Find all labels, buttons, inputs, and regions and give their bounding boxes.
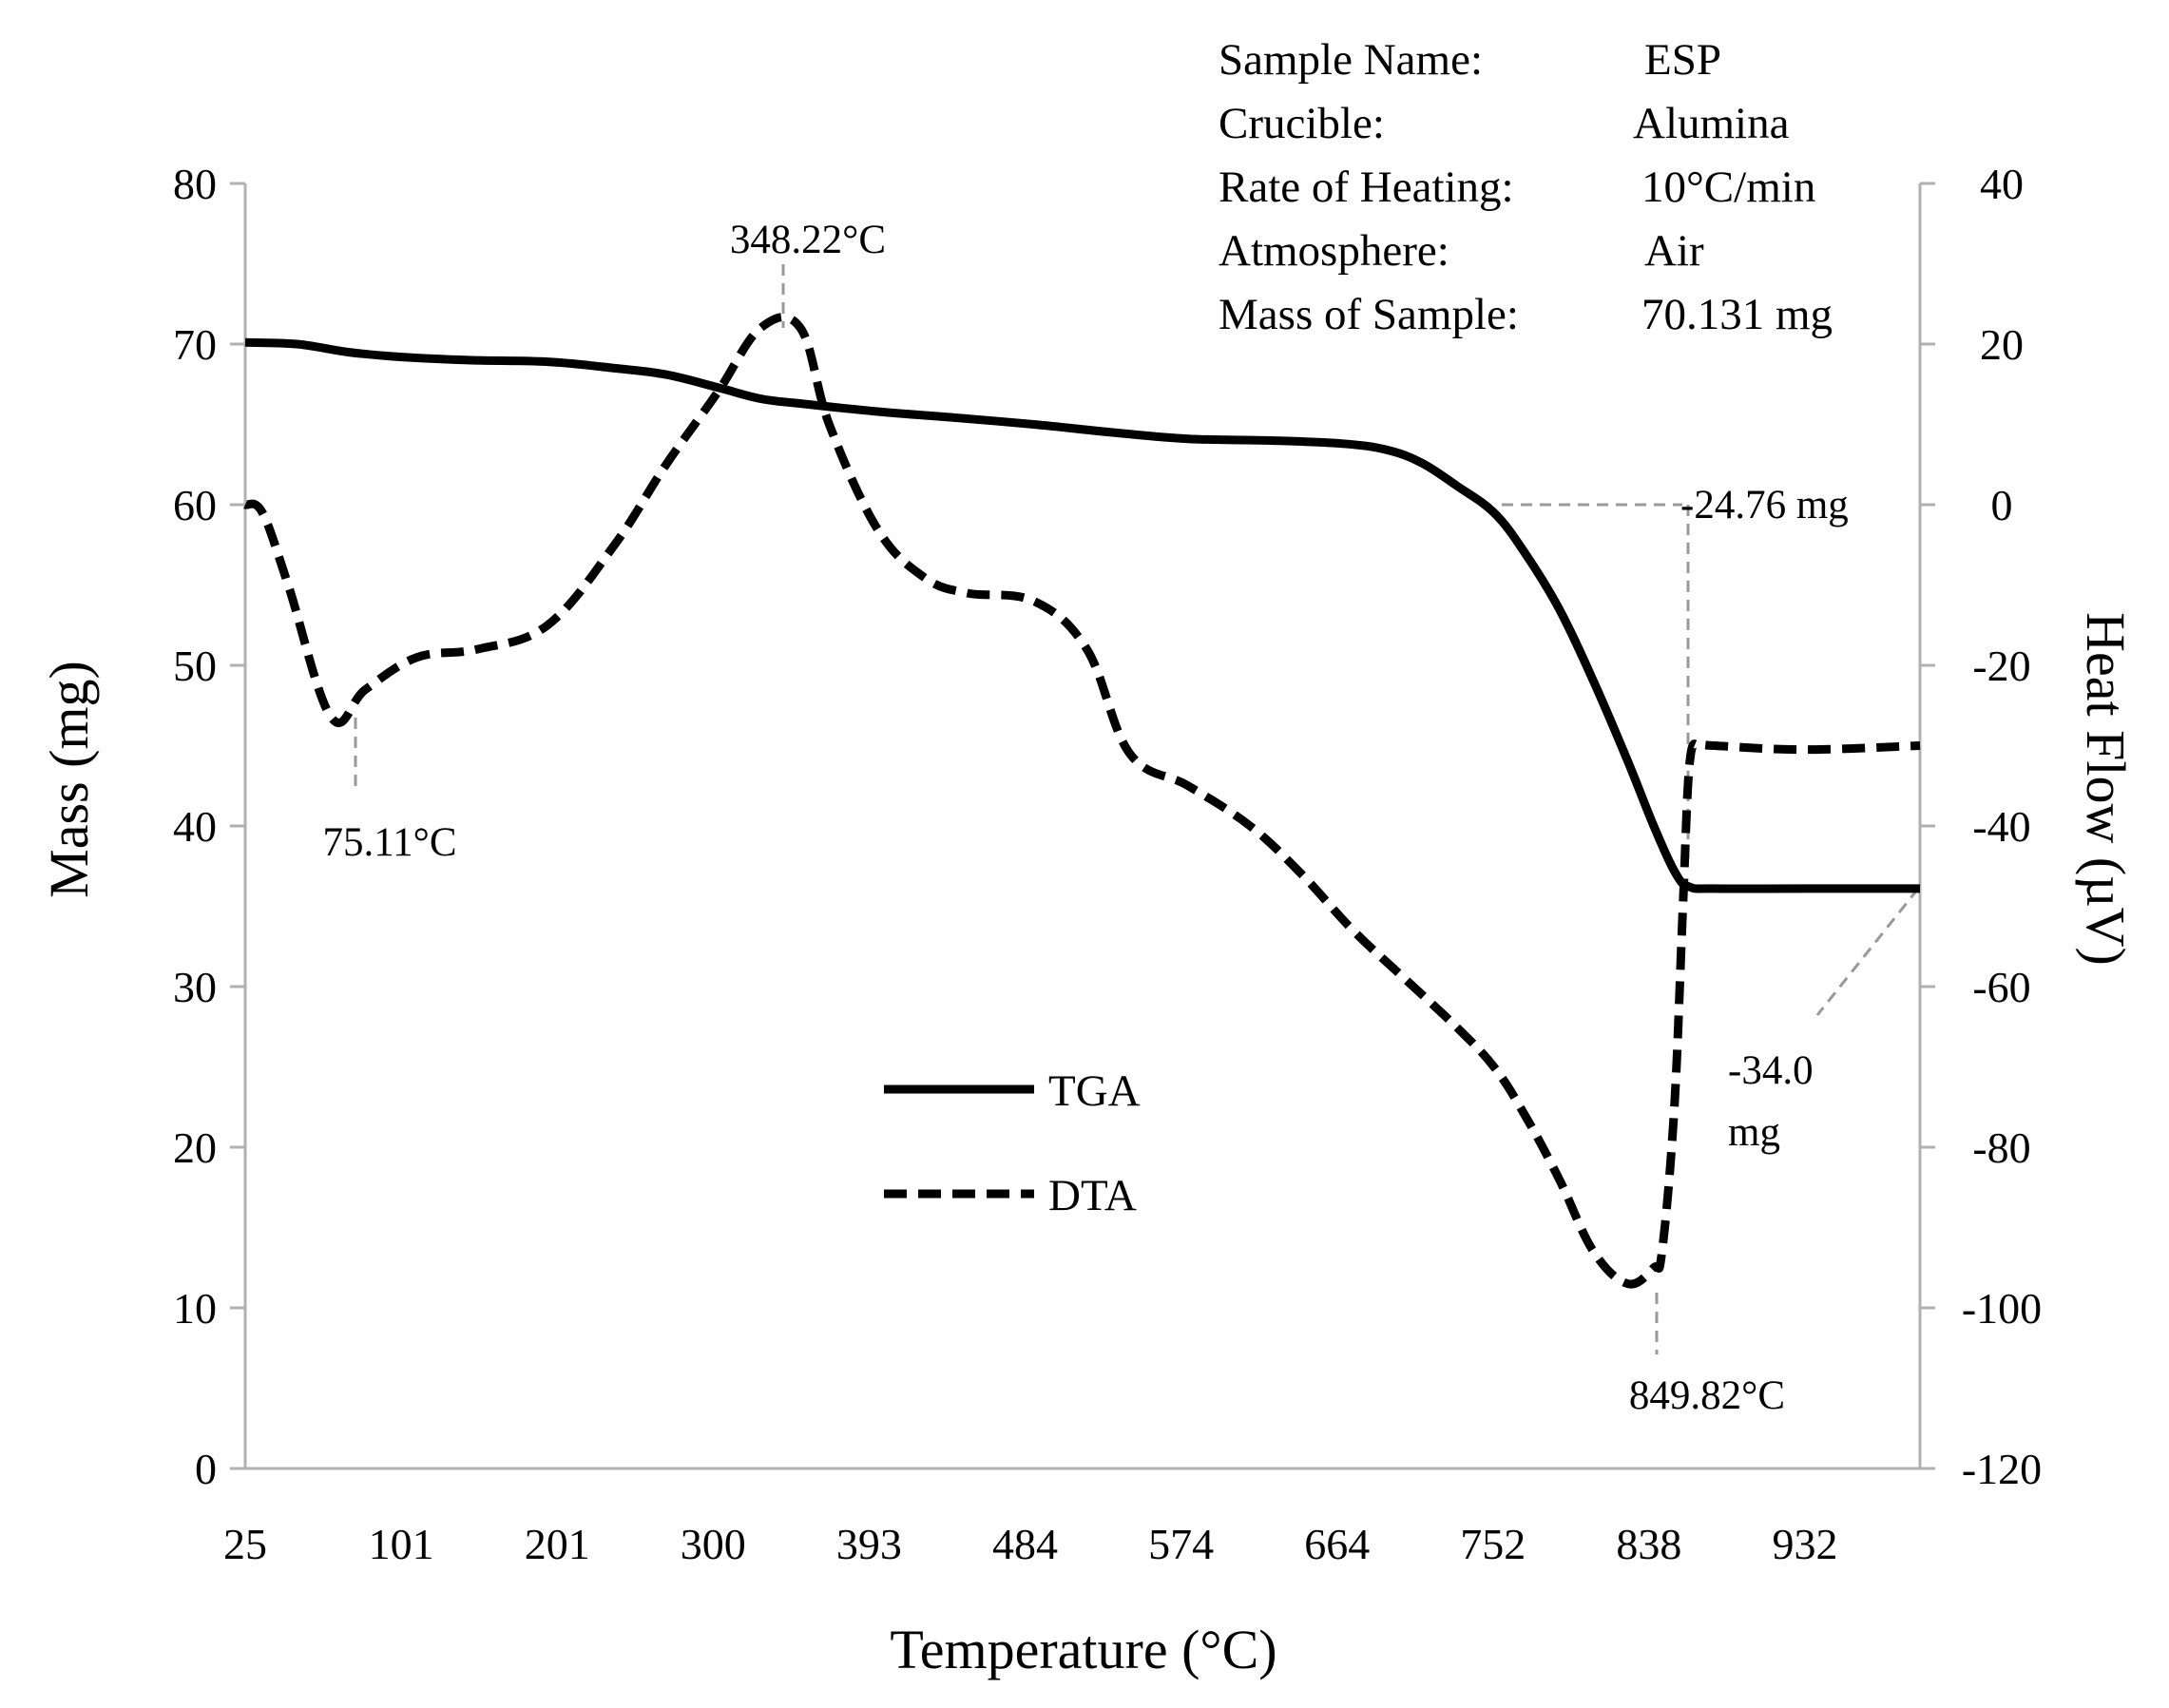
- annotation-peak-348c: 348.22°C: [730, 218, 886, 262]
- left-y-tick-label: 0: [195, 1445, 217, 1493]
- left-y-tick-label: 60: [173, 481, 217, 529]
- x-tick-label: 201: [525, 1520, 590, 1568]
- x-tick-label: 484: [992, 1520, 1058, 1568]
- annotation-peak-850c: 849.82°C: [1629, 1373, 1785, 1418]
- info-rate-label: Rate of Heating:: [1219, 163, 1514, 212]
- info-sample-name-label: Sample Name:: [1219, 35, 1483, 85]
- right-y-tick-label: -60: [1972, 963, 2030, 1011]
- annotation-mass-loss-1: -24.76 mg: [1680, 483, 1849, 528]
- x-tick-label: 838: [1616, 1520, 1681, 1568]
- x-tick-label: 101: [369, 1520, 434, 1568]
- series-line-tga: [244, 337, 1920, 893]
- info-rate-value: 10°C/min: [1641, 163, 1815, 212]
- right-y-tick-label: -80: [1972, 1123, 2030, 1172]
- left-y-ticks: 0 10 20 30 40 50 60 70 80: [173, 160, 245, 1493]
- right-y-ticks: -120 -100 -80 -60 -40 -20 0 20 40: [1920, 160, 2042, 1493]
- right-y-tick-label: 0: [1991, 481, 2013, 529]
- right-y-tick-label: -20: [1972, 642, 2030, 690]
- left-y-tick-label: 10: [173, 1284, 217, 1333]
- legend: TGA DTA: [884, 1066, 1141, 1220]
- left-y-tick-label: 40: [173, 802, 217, 851]
- x-ticks: 25 101 201 300 393 484 574 664 752 838 932: [223, 1520, 1838, 1568]
- right-y-axis-title: Heat Flow (µV): [2075, 612, 2137, 966]
- x-tick-label: 752: [1460, 1520, 1526, 1568]
- right-y-tick-label: -40: [1972, 802, 2030, 851]
- info-sample-name-value: ESP: [1644, 35, 1721, 85]
- legend-label-tga: TGA: [1048, 1066, 1141, 1116]
- info-crucible-value: Alumina: [1633, 99, 1790, 148]
- info-atmosphere-value: Air: [1644, 226, 1704, 276]
- guide-34mg-diagonal: [1815, 888, 1920, 1016]
- annotation-mass-loss-2-line1: -34.0: [1728, 1048, 1814, 1093]
- x-tick-label: 664: [1304, 1520, 1370, 1568]
- x-tick-label: 574: [1148, 1520, 1214, 1568]
- annotation-peak-75c: 75.11°C: [322, 820, 456, 865]
- right-y-tick-label: 40: [1980, 160, 2024, 208]
- series-line-dta: [243, 313, 1921, 1289]
- annotation-mass-loss-2-line2: mg: [1728, 1110, 1780, 1155]
- right-y-tick-label: 20: [1980, 320, 2024, 369]
- left-y-tick-label: 20: [173, 1123, 217, 1172]
- x-tick-label: 300: [681, 1520, 746, 1568]
- info-crucible-label: Crucible:: [1219, 99, 1385, 148]
- left-y-tick-label: 80: [173, 160, 217, 208]
- x-tick-label: 25: [223, 1520, 267, 1568]
- right-y-tick-label: -120: [1962, 1445, 2042, 1493]
- legend-label-dta: DTA: [1048, 1171, 1137, 1220]
- series-layer: [243, 313, 1921, 1289]
- annotation-guides: [354, 264, 1920, 1354]
- right-y-tick-label: -100: [1962, 1284, 2042, 1333]
- left-y-axis-title: Mass (mg): [38, 661, 100, 898]
- x-tick-label: 932: [1773, 1520, 1838, 1568]
- info-mass-label: Mass of Sample:: [1219, 290, 1519, 339]
- left-y-tick-label: 50: [173, 642, 217, 690]
- info-atmosphere-label: Atmosphere:: [1219, 226, 1449, 276]
- left-y-tick-label: 30: [173, 963, 217, 1011]
- info-box: Sample Name: ESP Crucible: Alumina Rate …: [1219, 35, 1833, 339]
- x-axis-title: Temperature (°C): [890, 1619, 1276, 1680]
- x-tick-label: 393: [836, 1520, 902, 1568]
- left-y-tick-label: 70: [173, 320, 217, 369]
- info-mass-value: 70.131 mg: [1641, 290, 1833, 339]
